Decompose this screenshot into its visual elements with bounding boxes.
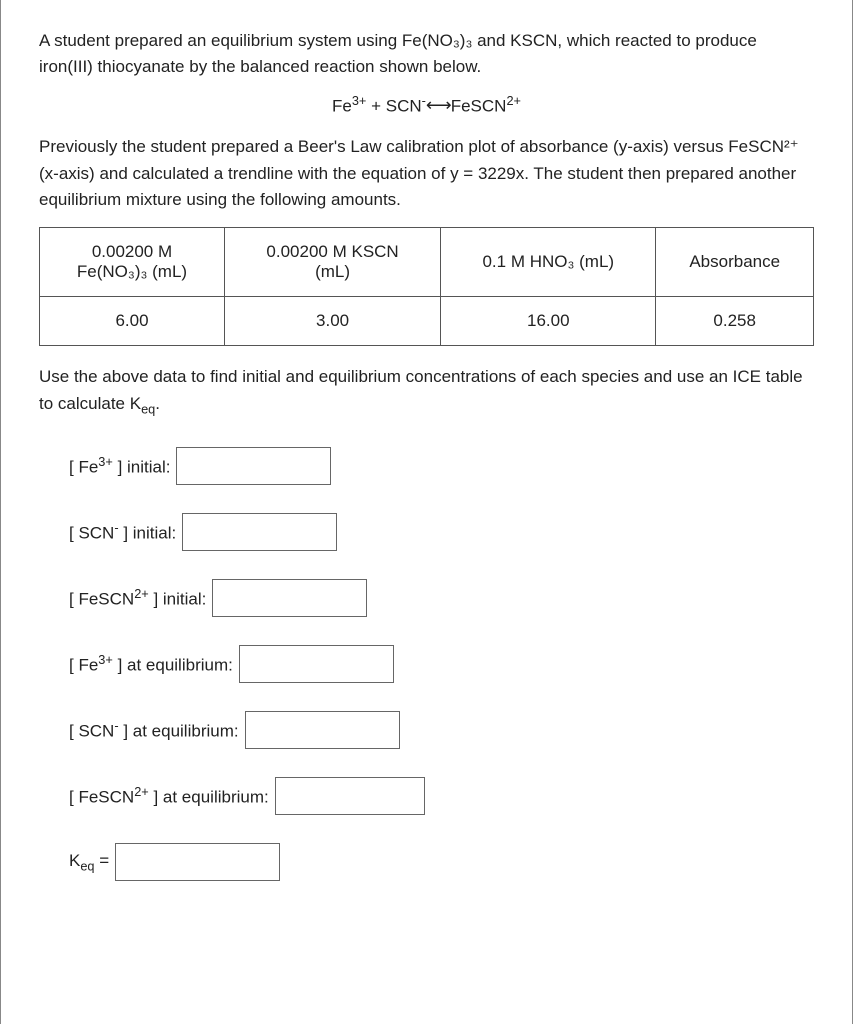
cell-absorbance: 0.258 — [656, 297, 814, 346]
label-scn-initial: [ SCN- ] initial: — [69, 520, 176, 544]
equilibrium-arrow-icon: ⟷ — [426, 95, 451, 116]
lbl-fescn-eq-pre: [ FeSCN — [69, 788, 134, 807]
lbl-fe-eq-sup: 3+ — [98, 652, 113, 667]
eq-plus-scn: + SCN — [366, 96, 421, 115]
col1-header-l1: 0.00200 M — [92, 242, 172, 261]
lbl-keq-sub: eq — [80, 858, 94, 873]
cell-feno3: 6.00 — [40, 297, 225, 346]
col4-header: Absorbance — [656, 228, 814, 297]
lbl-fescn-eq-sup: 2+ — [134, 784, 149, 799]
row-fe-initial: [ Fe3+ ] initial: — [69, 447, 814, 485]
input-fescn-initial[interactable] — [212, 579, 367, 617]
lbl-scn-eq-pre: [ SCN — [69, 722, 114, 741]
col1-header: 0.00200 M Fe(NO₃)₃ (mL) — [40, 228, 225, 297]
row-fescn-initial: [ FeSCN2+ ] initial: — [69, 579, 814, 617]
label-fescn-equilibrium: [ FeSCN2+ ] at equilibrium: — [69, 784, 269, 808]
lbl-fe-eq-pre: [ Fe — [69, 656, 98, 675]
input-scn-equilibrium[interactable] — [245, 711, 400, 749]
instruction-period: . — [155, 394, 160, 413]
lbl-fe-init-sup: 3+ — [98, 454, 113, 469]
lbl-fescn-init-pre: [ FeSCN — [69, 590, 134, 609]
question-page: A student prepared an equilibrium system… — [0, 0, 853, 1024]
col2-header-l2: (mL) — [315, 262, 350, 281]
instruction-sub: eq — [141, 401, 155, 416]
table-header-row: 0.00200 M Fe(NO₃)₃ (mL) 0.00200 M KSCN (… — [40, 228, 814, 297]
lbl-fe-init-pre: [ Fe — [69, 458, 98, 477]
row-fe-equilibrium: [ Fe3+ ] at equilibrium: — [69, 645, 814, 683]
lbl-scn-init-post: ] initial: — [119, 524, 177, 543]
lbl-fescn-eq-post: ] at equilibrium: — [149, 788, 269, 807]
label-scn-equilibrium: [ SCN- ] at equilibrium: — [69, 718, 239, 742]
row-scn-equilibrium: [ SCN- ] at equilibrium: — [69, 711, 814, 749]
eq-sup-3plus: 3+ — [352, 93, 367, 108]
lbl-fescn-init-post: ] initial: — [149, 590, 207, 609]
label-fe-initial: [ Fe3+ ] initial: — [69, 454, 170, 478]
input-scn-initial[interactable] — [182, 513, 337, 551]
input-fescn-equilibrium[interactable] — [275, 777, 425, 815]
lbl-fe-eq-post: ] at equilibrium: — [113, 656, 233, 675]
intro-paragraph-2: Previously the student prepared a Beer's… — [39, 134, 814, 213]
input-fe-equilibrium[interactable] — [239, 645, 394, 683]
col1-header-l2: Fe(NO₃)₃ (mL) — [77, 262, 187, 281]
col2-header-l1: 0.00200 M KSCN — [266, 242, 398, 261]
label-keq: Keq = — [69, 851, 109, 873]
input-keq[interactable] — [115, 843, 280, 881]
label-fescn-initial: [ FeSCN2+ ] initial: — [69, 586, 206, 610]
row-fescn-equilibrium: [ FeSCN2+ ] at equilibrium: — [69, 777, 814, 815]
lbl-fe-init-post: ] initial: — [113, 458, 171, 477]
data-table: 0.00200 M Fe(NO₃)₃ (mL) 0.00200 M KSCN (… — [39, 227, 814, 346]
lbl-fescn-init-sup: 2+ — [134, 586, 149, 601]
cell-hno3: 16.00 — [441, 297, 656, 346]
lbl-keq-post: = — [95, 851, 110, 870]
reaction-equation: Fe3+ + SCN- ⟷ FeSCN2+ — [39, 93, 814, 117]
lbl-scn-init-pre: [ SCN — [69, 524, 114, 543]
label-fe-equilibrium: [ Fe3+ ] at equilibrium: — [69, 652, 233, 676]
input-fe-initial[interactable] — [176, 447, 331, 485]
lbl-scn-eq-post: ] at equilibrium: — [119, 722, 239, 741]
instruction-text: Use the above data to find initial and e… — [39, 364, 814, 418]
table-row: 6.00 3.00 16.00 0.258 — [40, 297, 814, 346]
row-keq: Keq = — [69, 843, 814, 881]
col2-header: 0.00200 M KSCN (mL) — [224, 228, 440, 297]
col3-header: 0.1 M HNO₃ (mL) — [441, 228, 656, 297]
eq-fescn: FeSCN — [451, 96, 507, 115]
intro-paragraph-1: A student prepared an equilibrium system… — [39, 28, 814, 81]
eq-fe: Fe — [332, 96, 352, 115]
row-scn-initial: [ SCN- ] initial: — [69, 513, 814, 551]
cell-kscn: 3.00 — [224, 297, 440, 346]
lbl-keq-pre: K — [69, 851, 80, 870]
eq-sup-2plus: 2+ — [506, 93, 521, 108]
